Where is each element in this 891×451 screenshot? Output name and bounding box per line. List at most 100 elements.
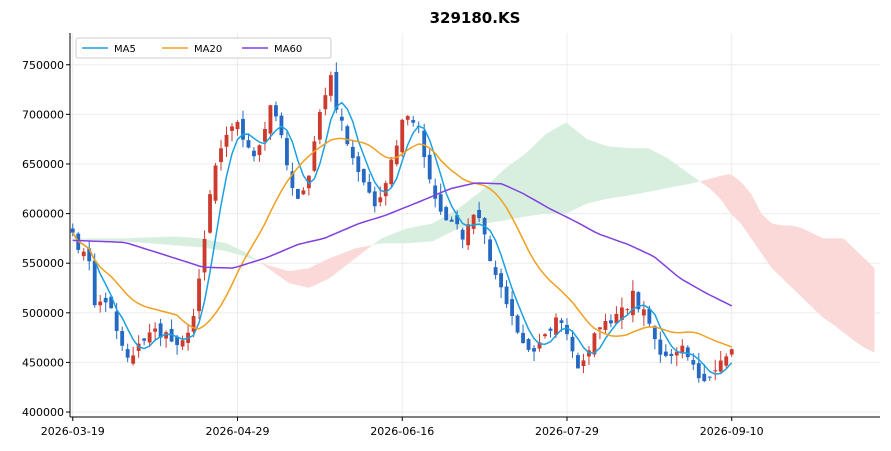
candle-down <box>488 239 493 261</box>
candle-down <box>526 339 531 350</box>
candle-up <box>131 355 136 364</box>
axes: 400000 450000 500000 550000 600000 650000 7000… <box>22 33 880 438</box>
candle-down <box>356 156 361 172</box>
candle-up <box>147 332 152 343</box>
candle-up <box>641 309 646 316</box>
candle-down <box>449 219 454 222</box>
moving-average-lines <box>72 101 733 375</box>
candle-down <box>103 297 108 303</box>
candle-down <box>290 171 295 188</box>
candle-down <box>295 188 300 199</box>
candle-up <box>466 224 471 246</box>
cloud-bullish-area <box>72 236 260 262</box>
candle-up <box>598 327 602 330</box>
candle-down <box>142 338 147 341</box>
candle-down <box>608 320 613 324</box>
ma5-line <box>72 101 733 375</box>
y-tick-label: 700000 <box>22 108 64 121</box>
candle-up <box>471 214 476 229</box>
candle-down <box>334 71 339 110</box>
candle-up <box>630 290 635 316</box>
candle-up <box>713 370 718 372</box>
candle-down <box>499 273 504 288</box>
candle-up <box>213 165 218 201</box>
y-tick-label: 550000 <box>22 257 64 270</box>
candle-down <box>114 311 119 331</box>
candle-up <box>180 340 185 347</box>
candle-up <box>718 360 723 372</box>
candle-up <box>202 238 207 273</box>
ma20-line <box>72 137 732 348</box>
candle-down <box>169 328 174 342</box>
cloud-bearish-area <box>701 174 875 353</box>
candle-down <box>92 260 97 306</box>
candle-down <box>504 286 509 305</box>
candle-up <box>729 349 734 355</box>
candle-up <box>306 175 311 189</box>
candle-down <box>636 292 641 310</box>
grid-lines <box>70 33 880 417</box>
candle-up <box>98 301 103 306</box>
x-tick-label: 2026-06-16 <box>370 425 434 438</box>
candle-down <box>241 118 245 140</box>
x-tick-label: 2026-04-29 <box>206 425 270 438</box>
candle-down <box>691 360 696 365</box>
candle-up <box>323 95 328 110</box>
candle-down <box>120 331 125 346</box>
candle-up <box>81 251 86 257</box>
candle-up <box>592 333 597 355</box>
candle-down <box>455 215 460 225</box>
candle-down <box>460 229 465 240</box>
candle-down <box>361 169 366 183</box>
candle-up <box>312 141 317 171</box>
candle-up <box>554 317 558 335</box>
candle-down <box>493 267 498 275</box>
candle-down <box>70 228 75 233</box>
candle-down <box>87 248 92 262</box>
candle-down <box>652 326 657 340</box>
x-tick-label: 2026-09-10 <box>700 425 764 438</box>
candle-up <box>328 75 333 96</box>
candle-down <box>658 339 663 355</box>
candle-up <box>197 278 201 312</box>
candle-down <box>274 105 278 117</box>
candle-down <box>109 296 114 309</box>
candle-up <box>224 134 229 147</box>
candle-up <box>230 126 234 131</box>
candle-down <box>548 328 553 331</box>
ma20-legend-label: MA20 <box>194 44 222 55</box>
candle-up <box>614 313 619 324</box>
candle-down <box>158 323 163 338</box>
candle-down <box>515 315 520 333</box>
candle-down <box>350 146 355 159</box>
candle-down <box>438 194 443 212</box>
candle-down <box>521 332 525 344</box>
ma60-legend-label: MA60 <box>274 44 302 55</box>
candle-down <box>669 353 674 356</box>
candle-up <box>191 316 196 332</box>
y-tick-label: 450000 <box>22 356 64 369</box>
candle-up <box>219 148 223 163</box>
candles <box>70 62 734 383</box>
candle-down <box>663 351 668 356</box>
candle-up <box>537 342 542 349</box>
candle-down <box>707 376 712 378</box>
cloud-bearish-area <box>259 243 375 288</box>
y-tick-label: 600000 <box>22 208 64 221</box>
legend: MA5 MA20 MA60 <box>75 37 332 59</box>
candle-up <box>603 321 608 330</box>
candle-up <box>257 145 262 156</box>
candle-down <box>372 191 377 207</box>
candle-up <box>235 122 240 130</box>
y-tick-label: 500000 <box>22 307 64 320</box>
candle-up <box>619 307 624 320</box>
candle-down <box>685 347 690 358</box>
candle-up <box>724 356 729 366</box>
y-tick-label: 650000 <box>22 158 64 171</box>
candle-down <box>576 355 580 369</box>
candle-up <box>208 194 212 233</box>
candle-down <box>339 116 344 121</box>
candle-up <box>581 360 586 367</box>
candle-down <box>510 299 514 316</box>
